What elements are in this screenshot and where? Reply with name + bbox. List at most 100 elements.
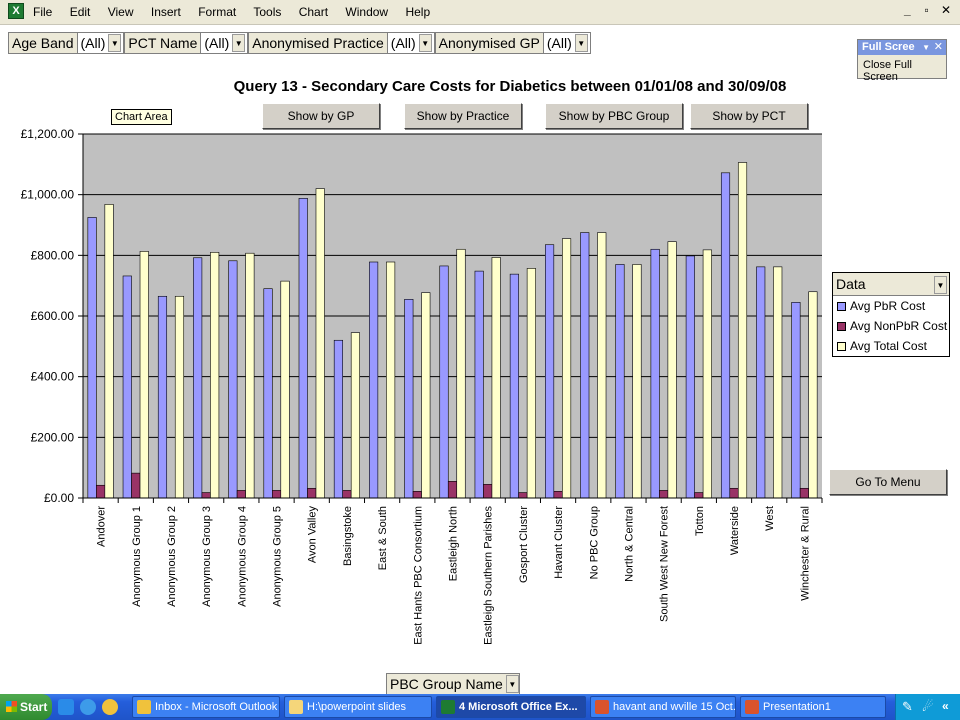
bar-avg-pbr-cost[interactable] [756, 266, 766, 499]
bar-avg-pbr-cost[interactable] [333, 339, 343, 499]
menu-format[interactable]: Format [198, 5, 237, 19]
bar-avg-total-cost[interactable] [139, 251, 149, 499]
bar-avg-total-cost[interactable] [526, 268, 536, 499]
bar-avg-nonpbr-cost[interactable] [694, 492, 704, 499]
bar-avg-total-cost[interactable] [174, 295, 185, 499]
bar-avg-total-cost[interactable] [315, 188, 325, 499]
bar-avg-total-cost[interactable] [808, 291, 818, 499]
bar-avg-pbr-cost[interactable] [122, 275, 132, 499]
bar-avg-nonpbr-cost[interactable] [553, 491, 563, 499]
bar-avg-pbr-cost[interactable] [509, 273, 519, 499]
pencil-icon[interactable]: ✎ [902, 699, 913, 714]
taskbar-item-outlook[interactable]: Inbox - Microsoft Outlook [132, 696, 280, 718]
bar-avg-nonpbr-cost[interactable] [201, 492, 211, 499]
bar-avg-nonpbr-cost[interactable] [236, 490, 246, 499]
close-icon[interactable]: ✕ [940, 3, 952, 17]
minimize-icon[interactable]: _ [903, 3, 911, 17]
bar-avg-nonpbr-cost[interactable] [447, 481, 458, 499]
bar-avg-total-cost[interactable] [702, 249, 712, 499]
filter-pct-name-label[interactable]: PCT Name [124, 32, 202, 54]
taskbar-item-folder[interactable]: H:\powerpoint slides [284, 696, 432, 718]
menu-insert[interactable]: Insert [150, 5, 181, 19]
chart-legend[interactable]: Data ▼ Avg PbR Cost Avg NonPbR Cost Avg … [832, 272, 950, 357]
bar-avg-nonpbr-cost[interactable] [96, 484, 106, 499]
show-by-practice-button[interactable]: Show by Practice [404, 103, 522, 129]
bar-avg-total-cost[interactable] [350, 332, 360, 499]
outlook-quicklaunch-icon[interactable] [102, 699, 118, 715]
show-by-gp-button[interactable]: Show by GP [262, 103, 380, 129]
bar-avg-pbr-cost[interactable] [87, 217, 97, 499]
bar-avg-nonpbr-cost[interactable] [131, 472, 141, 499]
pbc-group-name-field[interactable]: PBC Group Name ▼ [386, 673, 520, 695]
filter-age-band-label[interactable]: Age Band [8, 32, 78, 54]
dropdown-arrow-icon[interactable]: ▼ [505, 675, 519, 693]
taskbar-item-excel[interactable]: 4 Microsoft Office Ex... [436, 696, 586, 718]
bar-avg-pbr-cost[interactable] [685, 255, 695, 499]
bar-avg-pbr-cost[interactable] [720, 172, 731, 499]
legend-entry[interactable]: Avg Total Cost [833, 336, 949, 356]
legend-entry[interactable]: Avg NonPbR Cost [833, 316, 949, 336]
menu-edit[interactable]: Edit [69, 5, 91, 19]
bar-avg-total-cost[interactable] [104, 204, 114, 499]
bar-avg-total-cost[interactable] [737, 162, 748, 499]
bar-avg-nonpbr-cost[interactable] [342, 490, 352, 499]
bar-avg-pbr-cost[interactable] [650, 248, 660, 499]
expand-tray-icon[interactable]: « [942, 699, 949, 713]
bar-avg-nonpbr-cost[interactable] [799, 487, 809, 499]
bar-avg-pbr-cost[interactable] [228, 260, 238, 499]
menu-tools[interactable]: Tools [253, 5, 282, 19]
go-to-menu-button[interactable]: Go To Menu [829, 469, 947, 495]
bar-avg-pbr-cost[interactable] [474, 270, 484, 499]
menu-file[interactable]: File [33, 5, 53, 19]
bar-avg-total-cost[interactable] [667, 241, 677, 499]
bar-avg-pbr-cost[interactable] [545, 244, 555, 499]
taskbar-item-havant[interactable]: havant and wville 15 Oct... [590, 696, 736, 718]
restore-icon[interactable]: ▫ [924, 3, 929, 17]
menu-chart[interactable]: Chart [298, 5, 329, 19]
bar-avg-pbr-cost[interactable] [439, 265, 449, 499]
bar-avg-nonpbr-cost[interactable] [307, 487, 317, 499]
close-full-screen-button[interactable]: Close Full Screen [863, 59, 912, 83]
toolbar-options-icon[interactable]: ▼ [922, 43, 930, 52]
bar-avg-total-cost[interactable] [386, 261, 396, 499]
filter-anonymised-practice-select[interactable]: (All) ▼ [387, 32, 435, 54]
bar-avg-nonpbr-cost[interactable] [659, 490, 669, 499]
excel-app-icon[interactable]: X [8, 3, 24, 19]
filter-anonymised-gp-select[interactable]: (All) ▼ [543, 32, 591, 54]
menu-help[interactable]: Help [405, 5, 431, 19]
bar-avg-pbr-cost[interactable] [404, 299, 414, 499]
bar-avg-pbr-cost[interactable] [615, 264, 625, 499]
bar-avg-pbr-cost[interactable] [369, 261, 379, 499]
menu-window[interactable]: Window [345, 5, 389, 19]
dropdown-arrow-icon[interactable]: ▼ [934, 276, 947, 294]
filter-anonymised-practice-label[interactable]: Anonymised Practice [248, 32, 388, 54]
bar-avg-pbr-cost[interactable] [193, 257, 203, 499]
full-screen-toolbar-title[interactable]: Full Scree ▼ ✕ [858, 40, 946, 55]
show-desktop-icon[interactable] [58, 699, 74, 715]
bar-avg-pbr-cost[interactable] [791, 302, 801, 499]
bar-avg-total-cost[interactable] [456, 248, 466, 499]
legend-entry[interactable]: Avg PbR Cost [833, 296, 949, 316]
dropdown-arrow-icon[interactable]: ▼ [232, 34, 246, 52]
tray-app-icon[interactable]: ☄ [922, 699, 934, 714]
dropdown-arrow-icon[interactable]: ▼ [574, 34, 588, 52]
bar-avg-pbr-cost[interactable] [580, 232, 590, 499]
bar-avg-nonpbr-cost[interactable] [271, 490, 282, 499]
internet-explorer-icon[interactable] [80, 699, 96, 715]
show-by-pbc-group-button[interactable]: Show by PBC Group [545, 103, 683, 129]
bar-avg-nonpbr-cost[interactable] [412, 491, 422, 499]
dropdown-arrow-icon[interactable]: ▼ [418, 34, 432, 52]
menu-view[interactable]: View [107, 5, 134, 19]
legend-data-field[interactable]: Data ▼ [833, 273, 949, 296]
bar-avg-pbr-cost[interactable] [298, 198, 308, 499]
bar-avg-total-cost[interactable] [632, 264, 642, 499]
bar-avg-nonpbr-cost[interactable] [483, 484, 493, 499]
bar-avg-pbr-cost[interactable] [157, 295, 168, 499]
bar-avg-total-cost[interactable] [597, 232, 607, 499]
filter-pct-name-select[interactable]: (All) ▼ [201, 32, 249, 54]
filter-anonymised-gp-label[interactable]: Anonymised GP [434, 32, 544, 54]
close-icon[interactable]: ✕ [933, 41, 943, 53]
filter-age-band-select[interactable]: (All) ▼ [77, 32, 125, 54]
bar-avg-total-cost[interactable] [280, 280, 290, 499]
